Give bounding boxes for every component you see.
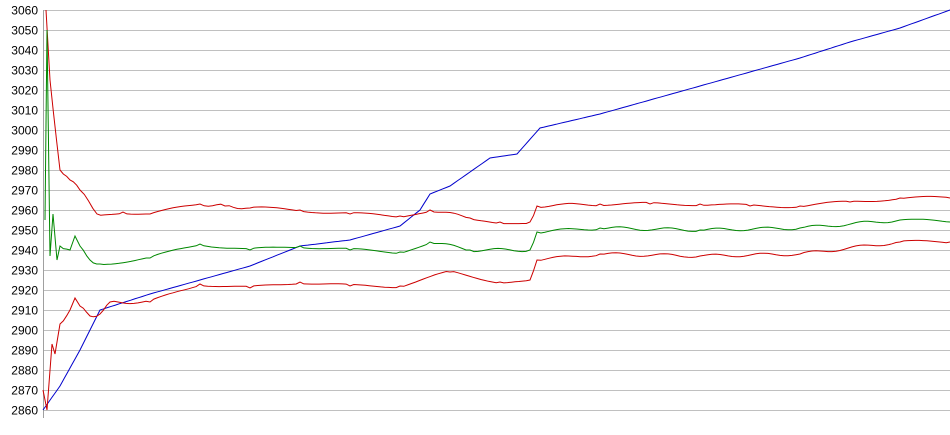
y-tick-label: 2940 <box>11 244 38 258</box>
y-tick-label: 3000 <box>11 124 38 138</box>
y-tick-label: 2930 <box>11 264 38 278</box>
y-tick-label: 2910 <box>11 304 38 318</box>
y-tick-label: 2970 <box>11 184 38 198</box>
series-line-4 <box>42 239 950 411</box>
y-tick-label: 3050 <box>11 24 38 38</box>
y-tick-label: 2900 <box>11 324 38 338</box>
y-tick-label: 2920 <box>11 284 38 298</box>
y-tick-label: 3030 <box>11 64 38 78</box>
y-tick-label: 2870 <box>11 384 38 398</box>
y-tick-label: 3020 <box>11 84 38 98</box>
gridlines <box>43 10 950 411</box>
y-tick-label: 3010 <box>11 104 38 118</box>
y-tick-label: 2950 <box>11 224 38 238</box>
y-tick-label: 2890 <box>11 344 38 358</box>
series-line-1 <box>42 9 950 411</box>
y-tick-label: 3040 <box>11 44 38 58</box>
series-line-2 <box>45 9 950 225</box>
y-tick-label: 2880 <box>11 364 38 378</box>
series-lines <box>42 9 950 411</box>
series-line-3 <box>44 29 950 266</box>
y-tick-label: 2990 <box>11 144 38 158</box>
y-tick-label: 2860 <box>11 404 38 418</box>
y-tick-label: 2980 <box>11 164 38 178</box>
y-tick-label: 2960 <box>11 204 38 218</box>
y-axis-ticks: 2860 2870 2880 2890 2900 2910 2920 2930 2940 2950… <box>11 4 38 418</box>
y-tick-label: 3060 <box>11 4 38 18</box>
